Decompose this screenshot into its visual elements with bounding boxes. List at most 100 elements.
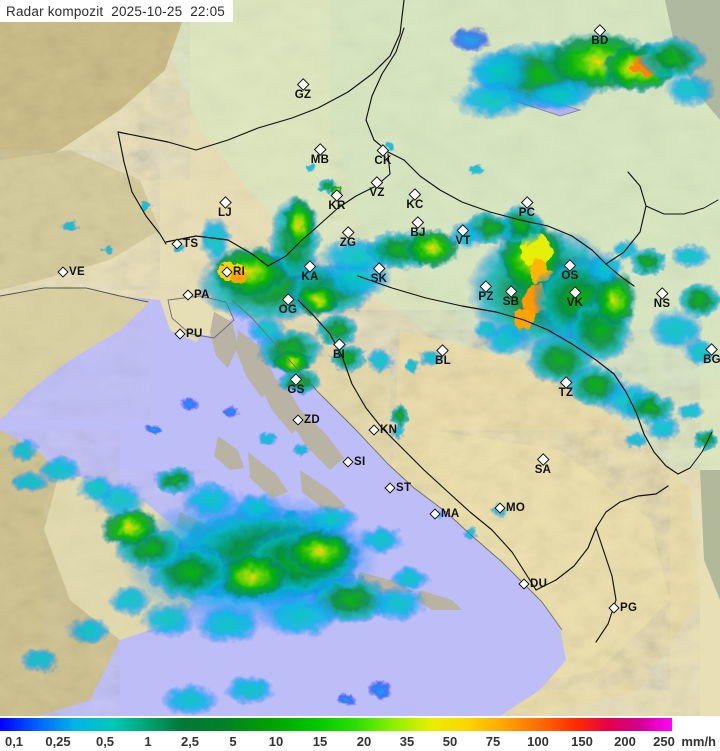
city-label-text: DU	[530, 578, 548, 590]
city-label-pa[interactable]: PA	[182, 289, 210, 301]
city-label-vt[interactable]: VT	[455, 224, 470, 247]
city-label-text: SK	[370, 273, 388, 285]
legend-tick-0-5: 0,5	[95, 734, 115, 749]
city-label-ma[interactable]: MA	[429, 508, 460, 520]
city-label-vk[interactable]: VK	[566, 286, 584, 309]
city-marker-icon	[174, 328, 186, 340]
city-label-ts[interactable]: TS	[171, 238, 198, 250]
city-label-text: LJ	[217, 207, 233, 219]
city-label-du[interactable]: DU	[518, 578, 548, 590]
city-label-text: SI	[354, 456, 366, 468]
city-label-lj[interactable]: LJ	[217, 196, 233, 219]
city-label-zg[interactable]: ZG	[339, 226, 357, 249]
city-label-text: KC	[406, 199, 424, 211]
city-label-sa[interactable]: SA	[535, 453, 552, 476]
city-label-vz[interactable]: VZ	[369, 176, 385, 199]
echo-budapest	[448, 28, 716, 118]
legend-tick-250: 250	[653, 734, 675, 749]
city-marker-icon	[608, 602, 620, 614]
city-label-text: NS	[653, 298, 671, 310]
city-label-st[interactable]: ST	[384, 482, 411, 494]
po-plain	[0, 150, 160, 290]
city-label-ka[interactable]: KA	[301, 260, 318, 283]
city-label-pg[interactable]: PG	[608, 602, 638, 614]
city-label-sk[interactable]: SK	[370, 262, 388, 285]
legend-tick-150: 150	[571, 734, 593, 749]
city-label-zd[interactable]: ZD	[292, 414, 320, 426]
city-label-ck[interactable]: CK	[374, 144, 391, 167]
city-label-gs[interactable]: GS	[287, 373, 305, 396]
city-label-text: VE	[69, 266, 85, 278]
city-marker-icon	[368, 424, 380, 436]
alps-relief	[0, 0, 190, 180]
city-label-tz[interactable]: TZ	[558, 376, 574, 399]
radar-map[interactable]: GZ MB CK VZ KR KC LJ PC BD ZG BJ VT SK KA OS VK PZ SB NS OG…	[0, 0, 720, 716]
city-label-bj[interactable]: BJ	[410, 216, 426, 239]
city-label-text: PU	[186, 328, 203, 340]
city-label-text: VK	[566, 297, 584, 309]
city-label-kr[interactable]: KR	[328, 189, 346, 212]
city-label-bi[interactable]: BI	[332, 338, 346, 361]
city-label-bg[interactable]: BG	[703, 343, 720, 366]
city-label-text: BD	[591, 35, 609, 47]
legend-tick-50: 50	[442, 734, 458, 749]
city-label-ns[interactable]: NS	[653, 287, 671, 310]
city-label-text: BL	[435, 355, 451, 367]
city-marker-icon	[171, 238, 183, 250]
city-label-bl[interactable]: BL	[435, 344, 451, 367]
city-label-os[interactable]: OS	[561, 259, 579, 282]
city-label-text: TZ	[558, 387, 574, 399]
country-borders	[0, 0, 719, 643]
city-label-text: RI	[233, 266, 246, 278]
echo-kvarner	[196, 195, 394, 394]
city-label-text: GS	[287, 384, 305, 396]
city-label-text: PG	[620, 602, 638, 614]
city-label-text: KR	[328, 200, 346, 212]
city-label-mb[interactable]: MB	[310, 143, 330, 166]
city-label-text: MB	[310, 154, 330, 166]
city-label-text: MO	[506, 502, 526, 514]
legend-tick-5: 5	[229, 734, 237, 749]
city-label-pu[interactable]: PU	[174, 328, 203, 340]
city-label-text: MA	[441, 508, 460, 520]
city-label-pz[interactable]: PZ	[478, 280, 493, 303]
legend-tick-200: 200	[614, 734, 636, 749]
city-label-ve[interactable]: VE	[57, 266, 85, 278]
city-marker-icon	[429, 508, 441, 520]
city-label-pc[interactable]: PC	[519, 196, 536, 219]
city-label-kc[interactable]: KC	[406, 188, 424, 211]
city-marker-icon	[57, 266, 69, 278]
echo-slavonia	[448, 206, 720, 424]
echo-central-adriatic	[8, 440, 430, 716]
city-label-text: VZ	[369, 187, 385, 199]
city-marker-icon	[384, 482, 396, 494]
legend-tick-20: 20	[356, 734, 372, 749]
city-marker-icon	[292, 414, 304, 426]
city-label-mo[interactable]: MO	[494, 502, 526, 514]
color-bar-ticks: 0,1 0,25 0,5 1 2,5 5 10 15 20 35 50 75 100 150 200 250	[0, 732, 720, 751]
city-label-si[interactable]: SI	[342, 456, 366, 468]
city-marker-icon	[342, 456, 354, 468]
legend-tick-75: 75	[485, 734, 501, 749]
city-label-text: BJ	[410, 227, 426, 239]
city-label-kn[interactable]: KN	[368, 424, 398, 436]
city-label-text: SB	[502, 296, 520, 308]
city-label-text: ZG	[339, 237, 357, 249]
city-label-text: GZ	[294, 89, 312, 101]
color-bar[interactable]	[0, 718, 672, 731]
out-of-coverage-east	[700, 470, 720, 600]
city-label-og[interactable]: OG	[279, 293, 298, 316]
city-label-ri[interactable]: RI	[221, 266, 246, 278]
page-title: Radar kompozit 2025-10-25 22:05	[6, 3, 225, 19]
city-label-sb[interactable]: SB	[502, 285, 520, 308]
city-label-text: BI	[332, 349, 346, 361]
city-label-bd[interactable]: BD	[591, 24, 609, 47]
city-marker-icon	[182, 289, 194, 301]
city-label-gz[interactable]: GZ	[294, 78, 312, 101]
legend-tick-15: 15	[312, 734, 328, 749]
city-label-text: OS	[561, 270, 579, 282]
legend-tick-35: 35	[399, 734, 415, 749]
map-canvas	[0, 0, 720, 716]
city-label-text: KN	[380, 424, 398, 436]
